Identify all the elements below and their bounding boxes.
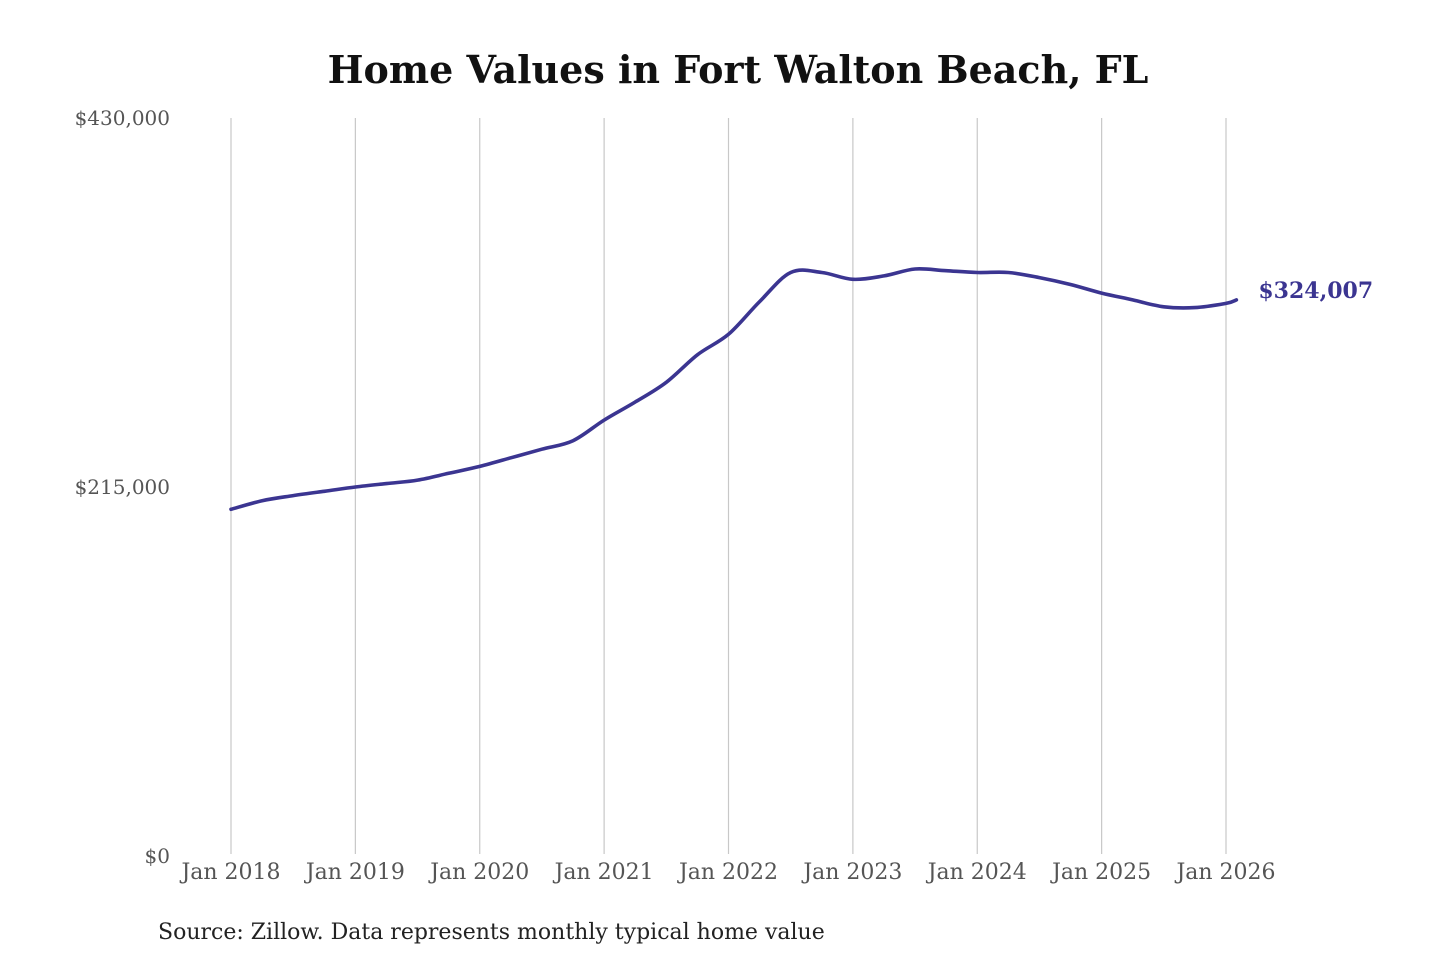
chart-title: Home Values in Fort Walton Beach, FL: [328, 47, 1149, 92]
series-line: [229, 267, 1239, 512]
y-tick-label: $215,000: [75, 475, 170, 499]
x-tick-label: Jan 2019: [304, 860, 405, 885]
x-tick-label: Jan 2024: [926, 860, 1027, 885]
y-axis: $0 $215,000 $430,000: [75, 106, 170, 868]
x-tick-label: Jan 2026: [1174, 860, 1275, 885]
source-note: Source: Zillow. Data represents monthly …: [158, 920, 825, 945]
x-tick-label: Jan 2022: [677, 860, 778, 885]
x-tick-label: Jan 2025: [1050, 860, 1151, 885]
x-axis: Jan 2018 Jan 2019 Jan 2020 Jan 2021 Jan 2022…: [179, 860, 1275, 885]
grid-layer: [230, 118, 1227, 854]
end-value-label: $324,007: [1258, 278, 1373, 304]
x-tick-label: Jan 2018: [179, 860, 280, 885]
x-tick-label: Jan 2020: [428, 860, 529, 885]
x-tick-label: Jan 2023: [801, 860, 902, 885]
x-tick-label: Jan 2021: [553, 860, 654, 885]
y-tick-label: $430,000: [75, 106, 170, 130]
y-tick-label: $0: [145, 844, 170, 868]
